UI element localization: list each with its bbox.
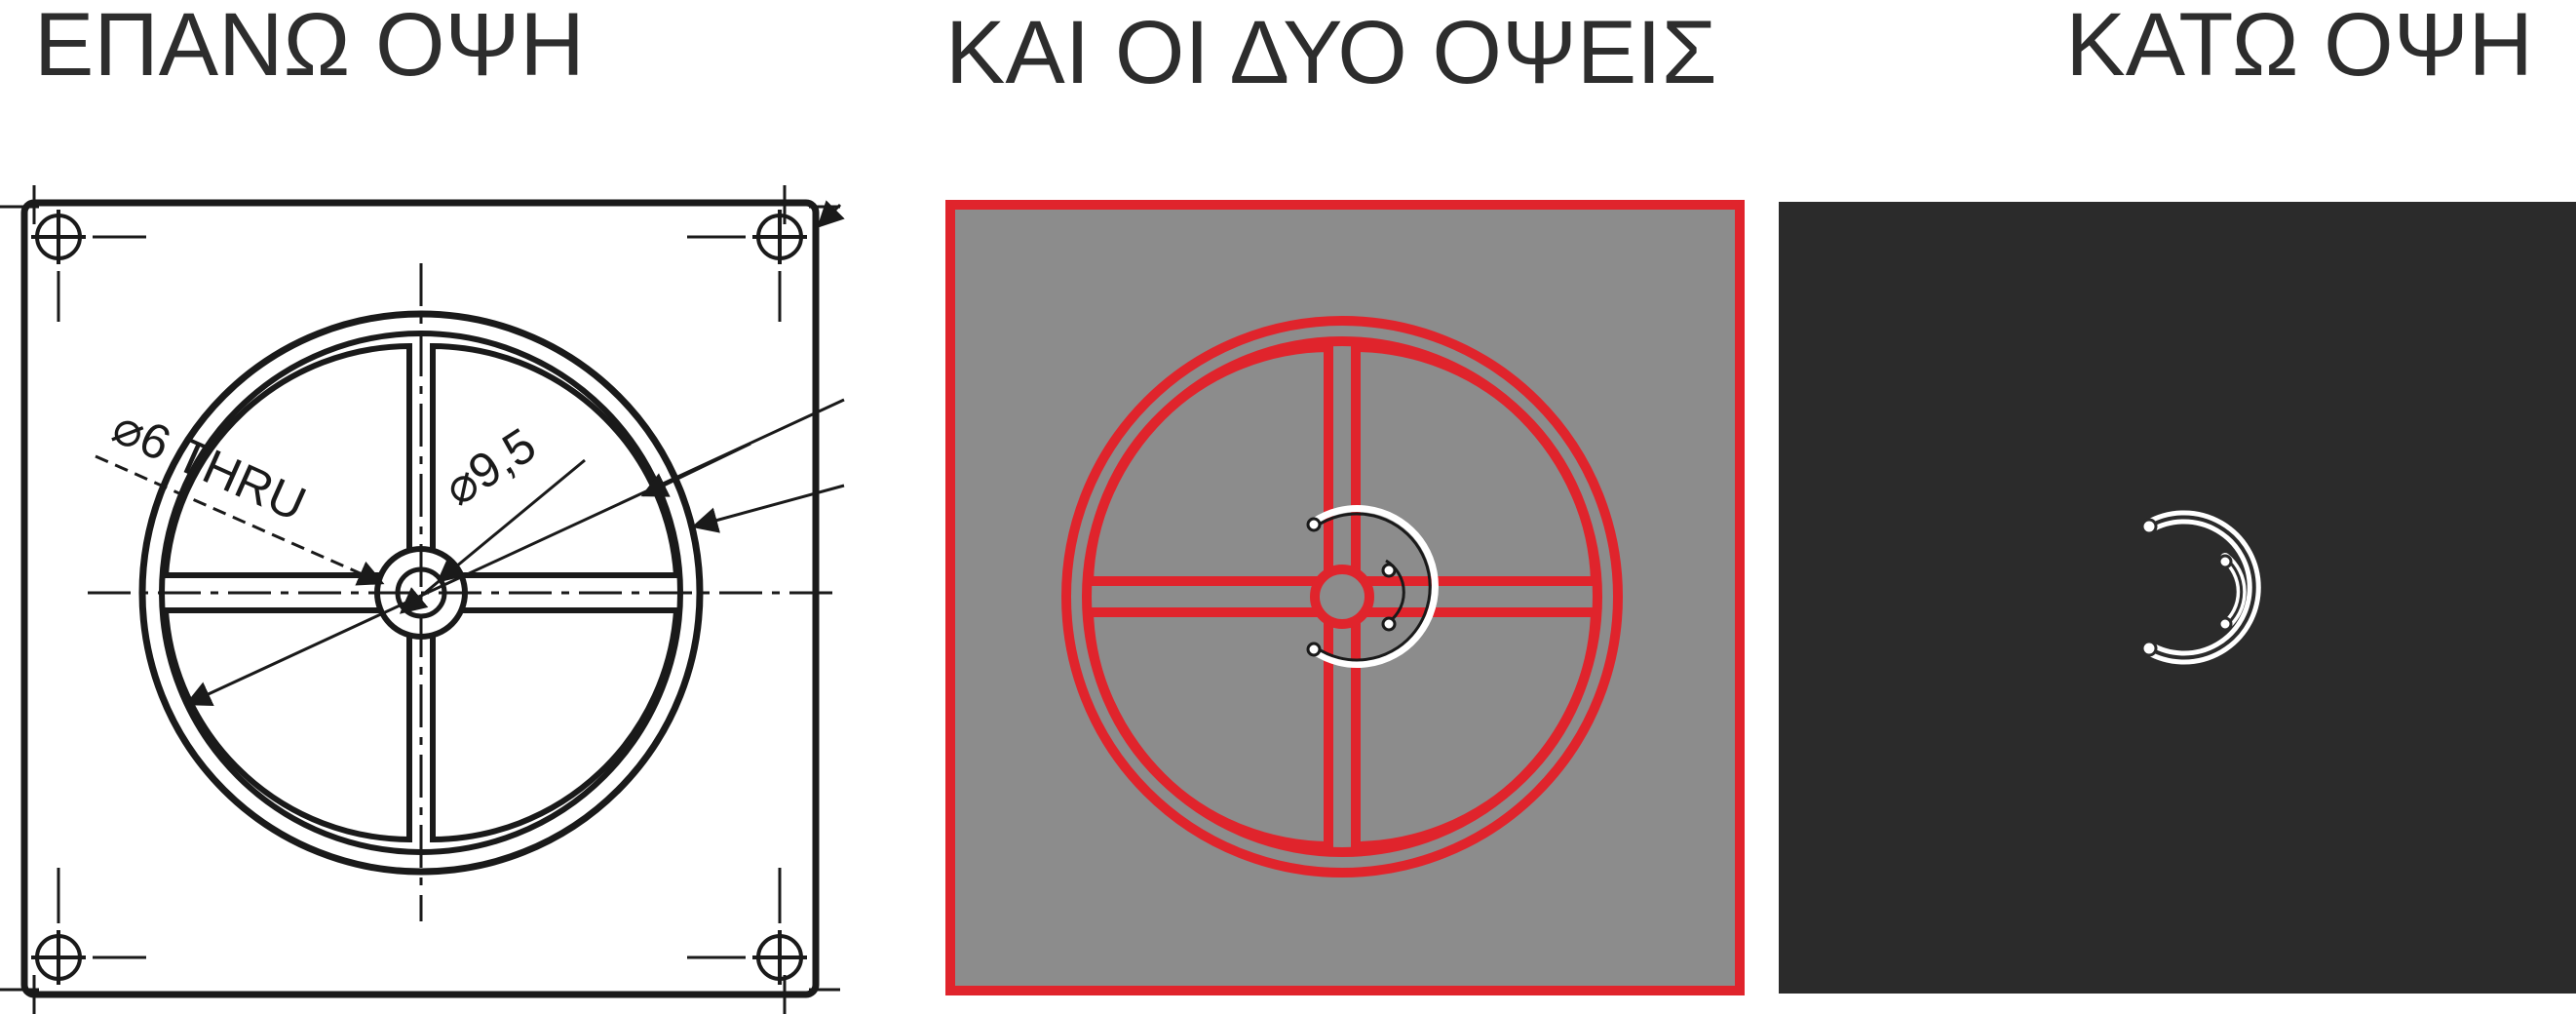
quadrant-bottom-left	[162, 607, 412, 843]
mounting-hole-bottom-right	[687, 868, 807, 985]
quadrant-bottom-right	[430, 607, 680, 843]
both-sides-pads	[1306, 517, 1397, 657]
both-sides-c-trace	[1310, 505, 1439, 668]
ring-dimension-arrow-inner	[640, 442, 751, 497]
bottom-pads	[2140, 518, 2233, 657]
quadrant-top-left	[162, 342, 412, 578]
mounting-hole-bottom-left	[31, 868, 146, 985]
red-ring-inner	[1082, 336, 1602, 857]
top-view-drawing	[0, 185, 845, 1014]
red-quadrant-bottom-right	[1351, 607, 1601, 852]
red-quadrant-bottom-left	[1083, 607, 1333, 852]
diameter-leader-line	[436, 458, 586, 583]
ring-dimension-arrow-outer	[691, 484, 845, 533]
red-center-hub	[1310, 565, 1374, 629]
board-outline	[20, 199, 820, 998]
diameter-label: ⌀9,5	[434, 417, 545, 516]
title-both-sides: ΚΑΙ ΟΙ ΔΥΟ ΟΨΕΙΣ	[945, 3, 1717, 102]
red-quadrant-top-left	[1083, 341, 1333, 586]
title-top-view: ΕΠΑΝΩ ΟΨΗ	[34, 0, 585, 95]
red-quadrant-top-right	[1351, 341, 1601, 586]
corner-arrow	[817, 200, 845, 228]
red-ring-outer	[1061, 316, 1623, 878]
mounting-hole-top-right	[687, 210, 807, 322]
title-bottom-view: ΚΑΤΩ ΟΨΗ	[2065, 0, 2533, 95]
quadrant-top-right	[430, 342, 680, 578]
center-lines	[88, 263, 838, 921]
bottom-board	[1779, 202, 2576, 994]
quadrant-openings	[162, 342, 680, 843]
hole-label: ⌀6 THRU	[105, 399, 314, 531]
both-sides-view	[945, 200, 1745, 995]
mounting-hole-top-left	[31, 210, 146, 322]
hole-leader-line	[95, 454, 385, 586]
extension-lines	[0, 185, 840, 1014]
bottom-view	[1779, 202, 2576, 994]
